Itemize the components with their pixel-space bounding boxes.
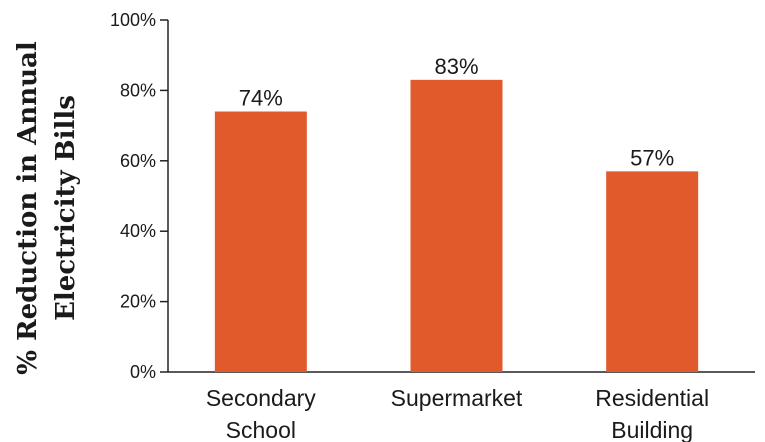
bar [214,111,307,373]
x-category-label: Secondary [206,385,316,411]
y-axis-title-line: Electricity Bills [51,95,81,321]
x-axis-labels: Secondary School Supermarket Residential Bui… [206,385,709,442]
y-tick-label: 0% [130,362,156,382]
data-label: 83% [434,54,478,79]
x-category-label: Supermarket [391,385,523,411]
y-tick-label: 60% [120,151,156,171]
bar [410,79,503,372]
y-axis-title: % Reduction in Annual Electricity Bills [13,41,81,375]
bar [606,171,699,372]
y-tick-label: 100% [110,10,156,30]
x-category-label: School [226,417,296,442]
data-labels: 74% 83% 57% [239,54,674,171]
data-label: 57% [630,145,674,170]
x-category-label: Residential [595,385,709,411]
y-tick-label: 20% [120,292,156,312]
y-tick-label: 40% [120,221,156,241]
bars [214,79,699,373]
x-category-label: Building [611,417,693,442]
data-label: 74% [239,86,283,111]
y-axis-title-line: % Reduction in Annual [13,41,43,375]
y-axis-ticks: 0% 20% 40% 60% 80% 100% [110,10,168,382]
y-tick-label: 80% [120,80,156,100]
